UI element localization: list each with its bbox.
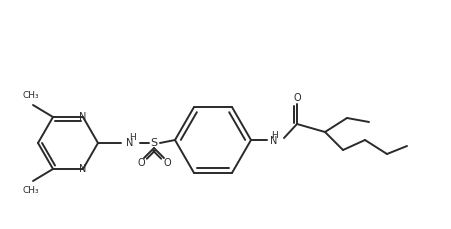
Text: CH₃: CH₃: [23, 186, 39, 195]
Text: N: N: [79, 112, 87, 122]
Text: CH₃: CH₃: [23, 91, 39, 100]
Text: H: H: [271, 131, 278, 140]
Text: O: O: [293, 93, 301, 103]
Text: H: H: [129, 133, 136, 142]
Text: S: S: [151, 138, 157, 148]
Text: O: O: [137, 158, 145, 168]
Text: N: N: [270, 136, 277, 146]
Text: N: N: [126, 138, 133, 148]
Text: N: N: [79, 164, 87, 174]
Text: O: O: [163, 158, 171, 168]
